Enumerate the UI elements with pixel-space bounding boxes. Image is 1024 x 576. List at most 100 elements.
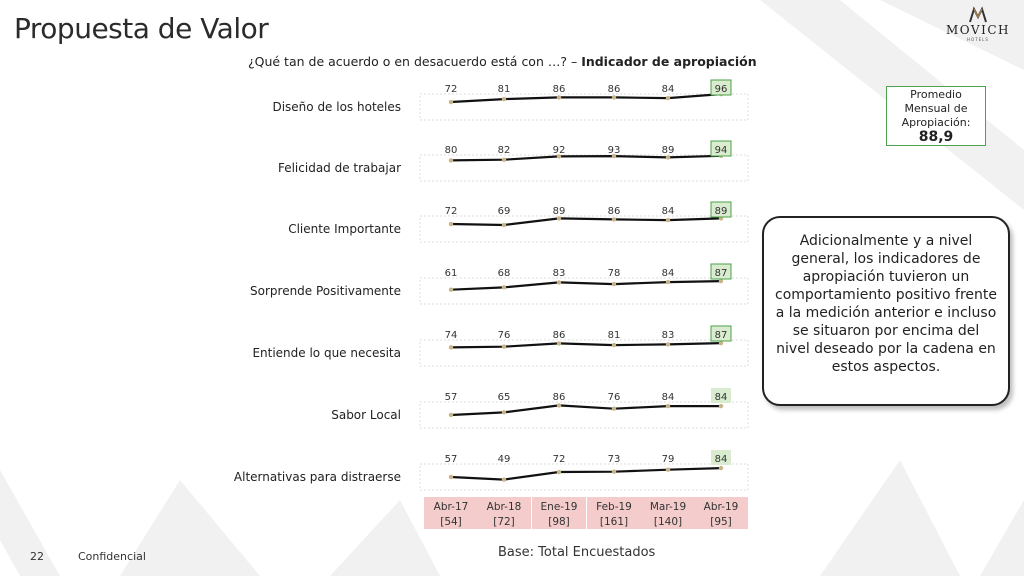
data-point [501,222,507,228]
data-label: 84 [662,206,675,217]
data-label: 74 [445,330,458,341]
series-line [450,154,722,162]
data-point [718,340,724,346]
data-label: 84 [715,392,728,403]
last-value-box [710,201,732,218]
data-label: 92 [553,145,566,156]
series-label: Alternativas para distraerse [234,470,401,484]
series-label: Entiende lo que necesita [252,346,401,360]
category-cell [587,497,641,529]
logo-mark-icon [969,6,987,23]
category-base: [95] [710,516,732,528]
data-point [501,285,507,290]
data-point [501,96,507,102]
data-point [448,221,454,227]
brand-sub: HOTELS [967,37,989,42]
promedio-label: Promedio Mensual de Apropiación: [901,88,971,129]
row-frame [419,93,749,121]
page-title: Propuesta de Valor [14,12,269,45]
row-frame [419,215,749,243]
data-label: 96 [715,84,728,95]
data-point [611,153,617,159]
last-value-box [711,388,731,403]
category-label: Mar-19 [650,501,686,513]
data-point [718,278,724,284]
category-base: [54] [440,516,462,528]
category-cell [532,497,586,529]
row-frame [419,277,749,305]
data-point [556,154,562,159]
series-line [450,404,721,417]
data-label: 72 [445,206,458,217]
series-line [450,467,722,481]
data-point [501,344,507,349]
data-point [665,403,671,409]
data-label: 86 [608,84,621,95]
data-label: 76 [498,330,511,341]
data-label: 49 [498,454,511,465]
confidential-label: Confidencial [78,550,146,563]
row-frame [419,154,749,182]
data-point [611,469,617,474]
last-value-box [710,79,732,96]
data-point [665,217,671,223]
data-point [448,474,454,480]
data-label: 87 [715,330,728,341]
data-label: 84 [662,268,675,279]
category-cell [641,497,695,529]
promedio-value: 88,9 [918,129,954,145]
category-cell [694,497,748,529]
category-label: Abr-17 [434,501,469,513]
data-point [556,280,562,285]
brand-name: MOVICH [946,23,1010,37]
data-label: 86 [553,330,566,341]
data-point [448,158,454,163]
category-label: Feb-19 [596,501,632,513]
data-point [611,406,617,411]
category-label: Abr-19 [704,501,739,513]
promedio-box: Promedio Mensual de Apropiación: 88,9 [886,86,986,146]
category-label: Abr-18 [487,501,522,513]
data-point [665,95,671,101]
category-label: Ene-19 [541,501,578,513]
data-label: 76 [608,392,621,403]
last-value-box [710,263,732,280]
data-label: 57 [445,392,458,403]
data-label: 80 [445,145,458,156]
data-label: 72 [553,454,566,465]
data-point [556,95,562,100]
data-point [448,287,454,292]
last-value-box [710,325,732,342]
data-label: 82 [498,145,511,156]
series-label: Felicidad de trabajar [278,161,401,175]
series-label: Sabor Local [331,408,401,422]
data-point [501,157,507,162]
data-label: 69 [498,206,511,217]
row-frame [419,401,749,429]
data-label: 93 [608,145,621,156]
brand-logo: MOVICH HOTELS [940,6,1016,46]
data-label: 89 [662,145,675,156]
data-label: 83 [553,268,566,279]
category-cell [424,497,478,529]
data-point [611,217,617,222]
data-point [448,99,454,105]
data-point [665,279,671,285]
data-point [665,342,671,347]
data-point [718,403,724,409]
data-label: 89 [553,206,566,217]
data-label: 83 [662,330,675,341]
category-base: [161] [600,516,628,528]
data-point [556,341,562,346]
data-label: 72 [445,84,458,95]
row-frame [419,463,749,491]
data-label: 79 [662,454,675,465]
data-point [448,345,454,350]
data-point [556,216,562,221]
row-frame [419,339,749,367]
data-label: 89 [715,206,728,217]
data-label: 87 [715,268,728,279]
data-label: 68 [498,268,511,279]
